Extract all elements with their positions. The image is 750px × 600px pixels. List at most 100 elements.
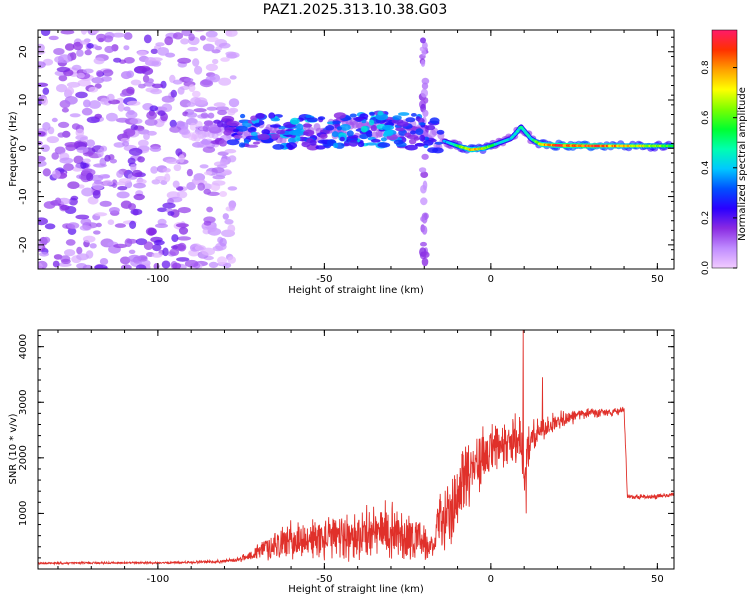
ridge-blob	[232, 128, 240, 133]
noise-blob	[111, 32, 126, 38]
snr-panel: -100 -50 0 50 1000 2000 3000 4000 Height of str…	[8, 329, 675, 595]
noise-blob	[82, 68, 94, 74]
noise-blob	[152, 244, 162, 252]
noise-blob	[42, 87, 50, 95]
ridge-blob	[375, 113, 389, 121]
noise-blob	[54, 146, 66, 155]
noise-blob	[227, 108, 236, 116]
noise-blob	[169, 248, 180, 256]
noise-blob	[65, 86, 75, 96]
ridge-blob	[269, 124, 282, 128]
ridge-blob	[370, 139, 381, 143]
noise-blob	[130, 79, 142, 86]
noise-blob	[39, 252, 49, 257]
ridge-blob	[288, 130, 301, 136]
noise-blob	[133, 182, 146, 189]
noise-blob	[61, 107, 69, 113]
snr-y-tick-label: 3000	[18, 390, 29, 415]
ridge-blob	[348, 139, 359, 147]
noise-blob	[75, 214, 90, 220]
noise-blob	[212, 180, 226, 186]
noise-blob	[219, 42, 231, 49]
ridge-blob	[353, 116, 365, 121]
noise-blob	[38, 217, 48, 226]
ridge-blob	[306, 117, 318, 123]
noise-blob	[94, 264, 108, 269]
noise-blob	[128, 249, 136, 254]
snr-x-tick-label: 50	[651, 574, 664, 585]
noise-blob	[217, 256, 227, 265]
noise-blob	[138, 139, 149, 147]
noise-blob	[169, 126, 182, 133]
spectrogram-y-tick-label: 20	[18, 45, 29, 58]
artifact-blob	[420, 88, 428, 98]
noise-blob	[93, 230, 101, 235]
noise-blob	[149, 146, 162, 152]
noise-blob	[127, 157, 136, 165]
noise-blob	[40, 144, 50, 152]
noise-blob	[61, 258, 71, 264]
noise-blob	[224, 149, 237, 154]
noise-blob	[41, 97, 49, 106]
noise-blob	[161, 95, 175, 103]
noise-blob	[80, 218, 92, 226]
noise-blob	[101, 76, 112, 82]
colorbar-axis: 0.0 0.2 0.4 0.6 0.8	[701, 60, 737, 275]
ridge-blob	[411, 113, 417, 117]
noise-blob	[99, 200, 112, 207]
noise-blob	[143, 34, 152, 44]
artifact-blob	[421, 225, 428, 235]
noise-blob	[111, 179, 118, 189]
noise-blob	[224, 219, 234, 225]
noise-blob	[130, 163, 137, 172]
ridge-blob	[404, 132, 412, 138]
ridge-blob	[349, 113, 357, 118]
ridge-blob	[325, 125, 335, 131]
artifact-blob	[422, 251, 430, 258]
noise-blob	[184, 259, 199, 268]
noise-blob	[84, 49, 92, 56]
noise-blob	[64, 96, 78, 105]
noise-blob	[126, 100, 141, 106]
ridge-blob	[261, 129, 271, 135]
ridge-blob	[296, 123, 304, 131]
noise-blob	[157, 47, 170, 56]
noise-blob	[56, 66, 71, 73]
ridge-blob	[427, 147, 439, 154]
colorbar: 0.0 0.2 0.4 0.6 0.8 Normalized spectral ampl…	[701, 29, 748, 275]
noise-blob	[88, 100, 101, 109]
noise-blob	[107, 219, 115, 225]
noise-blob	[199, 79, 214, 88]
noise-blob	[215, 106, 229, 112]
noise-blob	[183, 77, 194, 83]
ridge-blob	[339, 136, 345, 142]
noise-blob	[200, 112, 209, 119]
noise-blob	[171, 245, 179, 250]
noise-blob	[187, 46, 199, 52]
noise-blob	[227, 52, 240, 59]
noise-blob	[151, 60, 162, 67]
noise-blob	[123, 32, 133, 40]
colorbar-tick-label: 0.4	[701, 160, 711, 175]
spectrogram-y-tick-label: 0	[18, 145, 29, 151]
colorbar-label: Normalized spectral amplitude	[737, 87, 748, 241]
ridge-blob	[270, 117, 281, 122]
noise-blob	[92, 190, 101, 199]
noise-blob	[162, 247, 169, 257]
noise-blob	[141, 67, 154, 75]
noise-blob	[89, 30, 100, 34]
noise-blob	[197, 182, 205, 191]
artifact-blob	[418, 167, 427, 173]
noise-blob	[126, 70, 135, 78]
ridge-blob	[398, 112, 410, 116]
artifact-blob	[420, 241, 427, 247]
ridge-blob	[368, 119, 375, 126]
noise-blob	[146, 130, 157, 136]
noise-blob	[128, 147, 143, 156]
noise-blob	[149, 105, 159, 112]
noise-blob	[113, 142, 125, 148]
ridge-blob	[417, 117, 425, 124]
noise-blob	[151, 179, 161, 185]
